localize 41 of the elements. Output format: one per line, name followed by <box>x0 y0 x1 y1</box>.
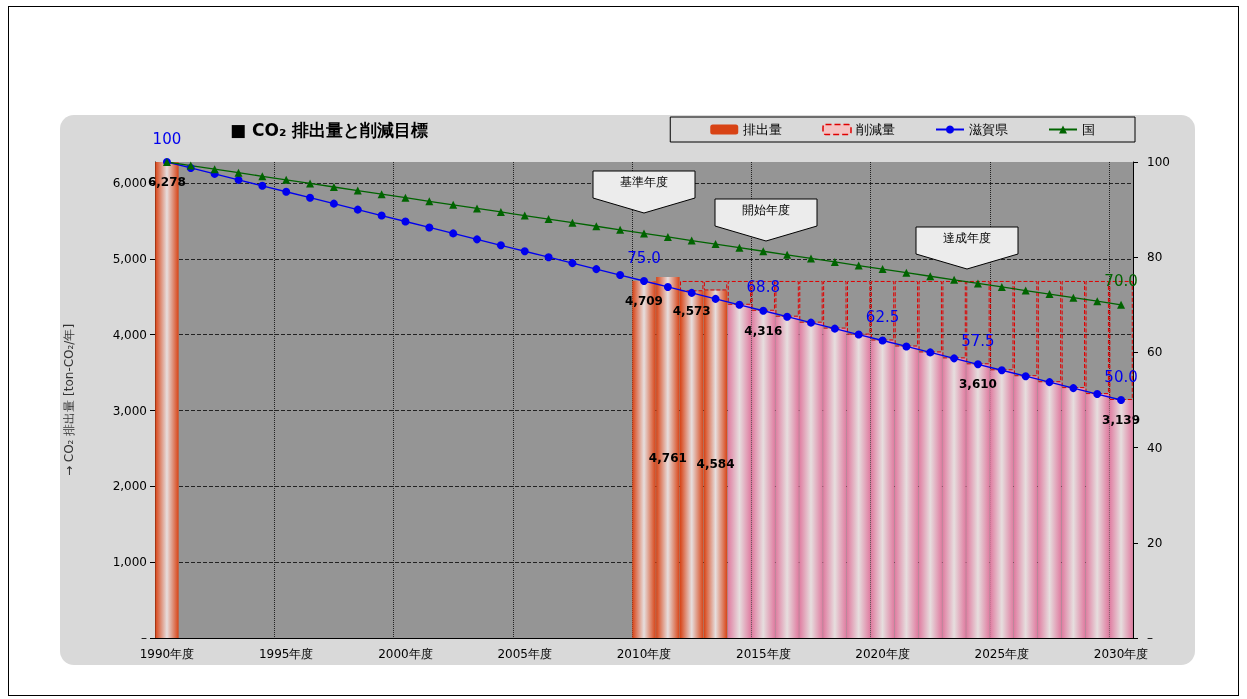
data-label: 62.5 <box>865 308 900 326</box>
annotation: 開始年度 <box>741 202 792 219</box>
y-tick-label: 4,000 <box>112 327 147 342</box>
x-tick-label: 2005年度 <box>497 647 553 661</box>
data-label: 3,610 <box>958 377 997 392</box>
x-tick-label: 2030年度 <box>1093 647 1149 661</box>
data-label: 100 <box>152 129 182 148</box>
y2-tick-label: 40 <box>1147 440 1163 455</box>
y-tick-label: 5,000 <box>112 251 147 266</box>
legend-label: 国 <box>1082 122 1095 137</box>
data-label: 68.8 <box>746 278 780 297</box>
y2-tick-label: 100 <box>1147 155 1170 169</box>
x-tick-label: 1995年度 <box>258 647 314 661</box>
y2-tick-label: – <box>1147 631 1153 645</box>
y-tick-label: 6,000 <box>112 176 147 191</box>
chart-title: ■ CO₂ 排出量と削減目標 <box>230 119 429 140</box>
legend-label: 削減量 <box>856 122 895 137</box>
y-tick-label: 1,000 <box>112 555 147 570</box>
data-label: 4,573 <box>672 304 711 319</box>
data-label: 4,584 <box>696 457 735 472</box>
data-label: 4,709 <box>625 293 663 308</box>
data-label: 57.5 <box>961 331 995 350</box>
x-tick-label: 2000年度 <box>378 647 433 661</box>
y2-tick-label: 80 <box>1147 250 1163 265</box>
x-tick-label: 1990年度 <box>139 647 195 661</box>
data-label: 4,316 <box>744 323 783 338</box>
annotation: 達成年度 <box>941 230 992 247</box>
y2-tick-label: 20 <box>1147 535 1163 550</box>
y-tick-label: 2,000 <box>112 479 147 494</box>
x-tick-label: 2025年度 <box>974 647 1030 661</box>
legend-label: 排出量 <box>743 122 783 137</box>
data-label: 4,761 <box>648 450 687 465</box>
x-tick-label: 2015年度 <box>735 647 791 661</box>
x-tick-label: 2010年度 <box>616 647 672 661</box>
y2-tick-label: 60 <box>1147 345 1163 360</box>
y-tick-label: 3,000 <box>112 403 147 418</box>
y-tick-label: – <box>141 631 147 645</box>
x-tick-label: 2020年度 <box>855 647 910 661</box>
annotation: 基準年度 <box>619 174 669 191</box>
legend-label: 滋賀県 <box>969 122 1008 137</box>
y-axis-title: → CO₂ 排出量 [ton-CO₂/年] <box>62 323 76 477</box>
